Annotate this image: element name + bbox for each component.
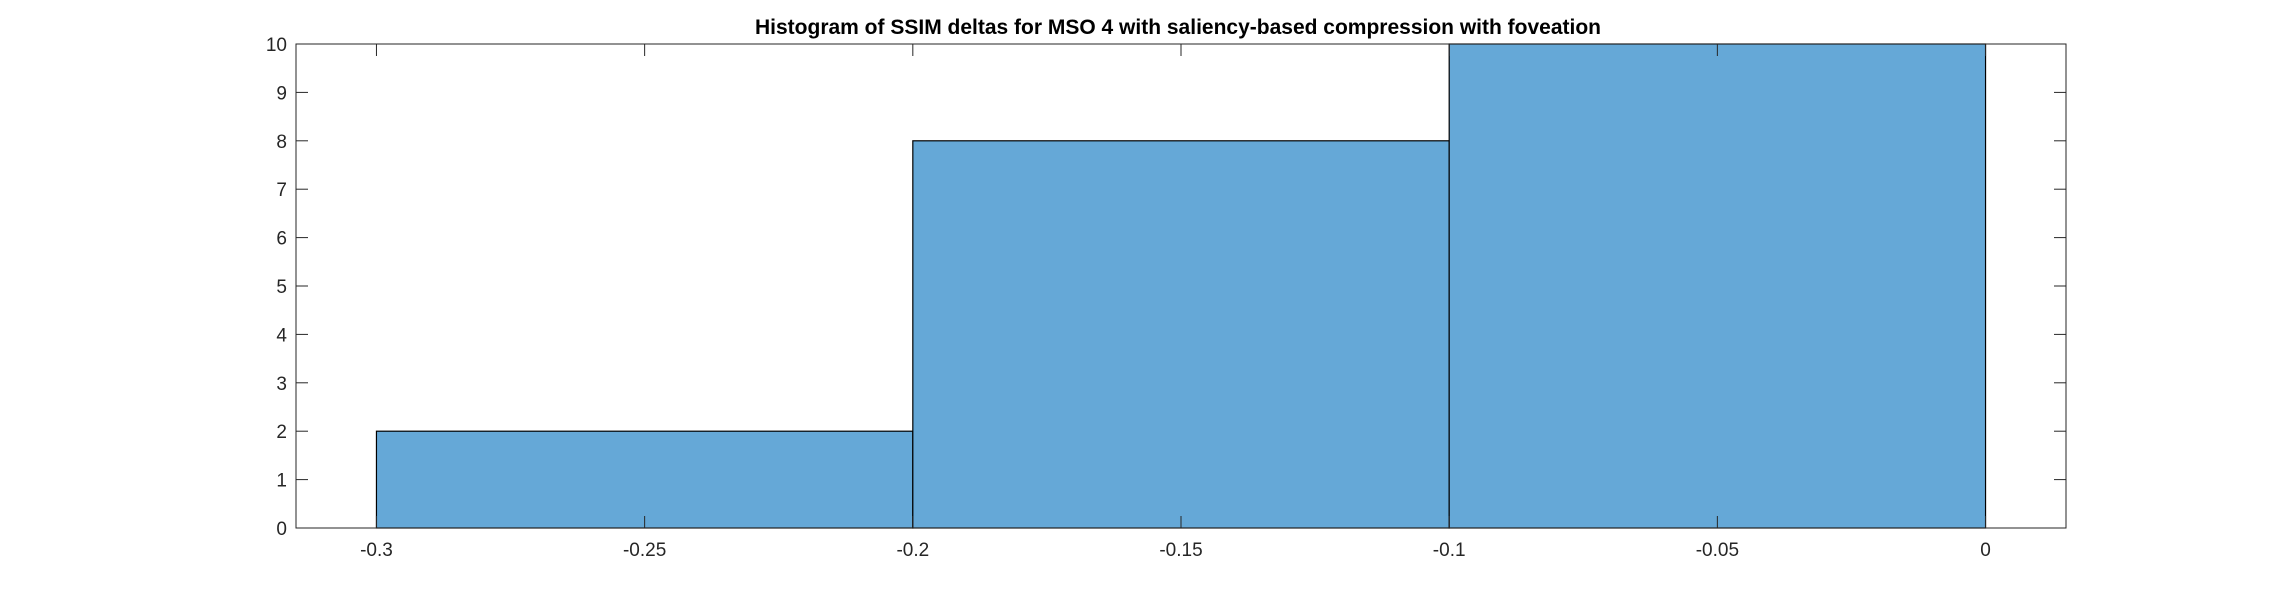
x-tick-label: -0.3	[360, 540, 393, 561]
x-tick-label: 0	[1980, 540, 1991, 561]
y-tick-label: 0	[276, 519, 287, 540]
x-tick-label: -0.1	[1433, 540, 1466, 561]
x-tick-label: -0.25	[623, 540, 666, 561]
y-axis-tick-labels: 0 1 2 3 4 5 6 7 8 9 10	[266, 35, 288, 540]
histogram-bar-3	[1448, 43, 1987, 529]
y-tick-label: 9	[276, 83, 287, 104]
ticks-layer	[296, 43, 2066, 529]
x-tick-label: -0.2	[896, 540, 929, 561]
x-tick-label: -0.15	[1159, 540, 1202, 561]
histogram-bar-2	[912, 140, 1450, 529]
y-tick-label: 8	[276, 132, 287, 153]
bars-layer	[375, 43, 1987, 529]
y-tick-label: 4	[276, 325, 287, 346]
y-tick-label: 1	[276, 471, 287, 492]
y-tick-label: 2	[276, 422, 287, 443]
y-tick-label: 10	[266, 35, 287, 56]
y-tick-label: 7	[276, 180, 287, 201]
histogram-bar-1	[375, 430, 914, 529]
chart-title: Histogram of SSIM deltas for MSO 4 with …	[755, 16, 1601, 39]
y-tick-label: 6	[276, 229, 287, 250]
y-tick-label: 3	[276, 374, 287, 395]
plot-area: -0.3 -0.25 -0.2 -0.15 -0.1 -0.05 0 0 1 2 3 4 5 6 7 8 9 1…	[266, 35, 2067, 561]
y-tick-label: 5	[276, 277, 287, 298]
x-tick-label: -0.05	[1696, 540, 1739, 561]
x-axis-tick-labels: -0.3 -0.25 -0.2 -0.15 -0.1 -0.05 0	[360, 540, 1991, 561]
axes-box	[295, 43, 2067, 529]
